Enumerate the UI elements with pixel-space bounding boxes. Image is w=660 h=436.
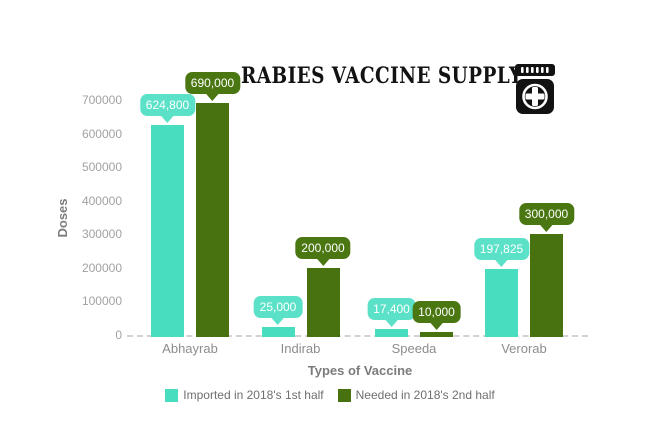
bar-needed-verorab xyxy=(530,234,563,337)
zero-baseline xyxy=(127,335,588,337)
legend-swatch xyxy=(337,388,351,402)
data-label-needed-indirab: 200,000 xyxy=(295,237,351,266)
y-tick-label: 300000 xyxy=(81,227,122,241)
y-tick-label: 500000 xyxy=(81,160,122,174)
data-label-imported-abhayrab: 624,800 xyxy=(139,94,196,123)
legend-item-needed: Needed in 2018's 2nd half xyxy=(337,388,495,402)
category-label-abhayrab: Abhayrab xyxy=(162,341,218,356)
data-label-imported-indirab: 25,000 xyxy=(253,296,303,325)
data-label-imported-speeda: 17,400 xyxy=(367,298,416,327)
data-label-pointer xyxy=(160,115,175,123)
category-label-verorab: Verorab xyxy=(501,341,547,356)
bar-imported-abhayrab xyxy=(151,125,184,337)
legend: Imported in 2018's 1st half Needed in 201… xyxy=(0,388,660,402)
data-label-pointer xyxy=(539,224,554,232)
data-label-pointer xyxy=(384,319,399,327)
bar-imported-indirab xyxy=(261,327,295,337)
bar-needed-indirab xyxy=(306,268,340,337)
y-tick-label: 700000 xyxy=(81,93,122,107)
y-tick-label: 0 xyxy=(115,328,122,342)
bar-imported-speeda xyxy=(375,329,408,337)
data-label-value: 200,000 xyxy=(295,237,351,259)
data-label-imported-verorab: 197,825 xyxy=(473,238,530,267)
data-label-pointer xyxy=(205,93,220,101)
data-label-value: 197,825 xyxy=(473,238,530,260)
y-tick-label: 600000 xyxy=(81,127,122,141)
data-label-value: 300,000 xyxy=(518,203,575,225)
bar-needed-speeda xyxy=(420,332,453,337)
data-label-needed-abhayrab: 690,000 xyxy=(184,72,241,101)
legend-swatch xyxy=(165,388,179,402)
category-label-indirab: Indirab xyxy=(280,341,321,356)
data-label-pointer xyxy=(270,317,285,325)
x-axis-title: Types of Vaccine xyxy=(307,363,413,378)
data-label-value: 25,000 xyxy=(253,296,303,318)
y-tick-label: 400000 xyxy=(81,194,122,208)
chart-title: RABIES VACCINE SUPPLY xyxy=(241,63,523,89)
bar-needed-abhayrab xyxy=(196,103,229,337)
data-label-pointer xyxy=(429,322,444,330)
data-label-needed-speeda: 10,000 xyxy=(412,301,461,330)
bar-imported-verorab xyxy=(485,269,518,337)
data-label-needed-verorab: 300,000 xyxy=(518,203,575,232)
medicine-jar-icon xyxy=(515,64,555,114)
legend-item-imported: Imported in 2018's 1st half xyxy=(165,388,324,402)
data-label-value: 10,000 xyxy=(412,301,461,323)
data-label-pointer xyxy=(494,259,509,267)
data-label-value: 690,000 xyxy=(184,72,241,94)
y-tick-label: 200000 xyxy=(81,261,122,275)
y-tick-label: 100000 xyxy=(81,294,122,308)
legend-label: Needed in 2018's 2nd half xyxy=(355,388,495,402)
data-label-value: 17,400 xyxy=(367,298,416,320)
data-label-value: 624,800 xyxy=(139,94,196,116)
legend-label: Imported in 2018's 1st half xyxy=(183,388,324,402)
data-label-pointer xyxy=(315,258,330,266)
category-label-speeda: Speeda xyxy=(391,341,437,356)
